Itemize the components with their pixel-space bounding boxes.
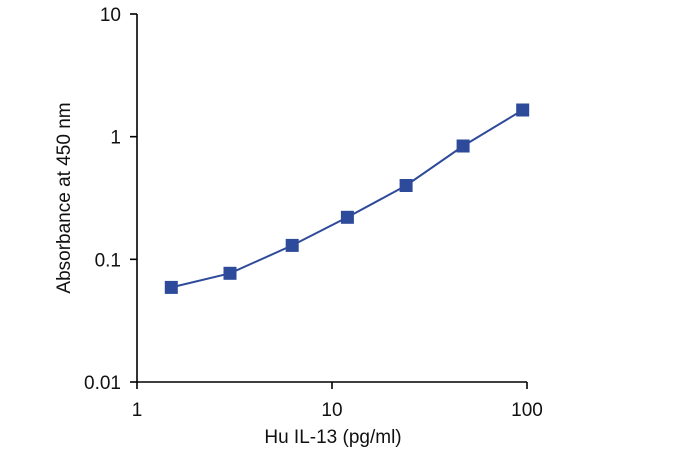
data-point-marker	[285, 238, 299, 252]
series-layer	[164, 103, 530, 294]
x-tick-label: 100	[511, 400, 543, 421]
y-tick-label: 1	[110, 128, 121, 149]
x-ticks: 1 10 100	[132, 382, 543, 421]
data-point-marker	[223, 266, 237, 280]
y-tick-label: 10	[100, 5, 121, 26]
data-point-marker	[456, 139, 470, 153]
y-axis-title: Absorbance at 450 nm	[54, 102, 75, 293]
data-point-marker	[164, 280, 178, 294]
data-point-marker	[399, 179, 413, 192]
series-line	[171, 109, 524, 289]
y-ticks: 0.01 0.1 1 10	[84, 5, 137, 394]
axes	[136, 14, 527, 383]
y-tick-label: 0.01	[84, 373, 121, 394]
y-tick-label: 0.1	[95, 250, 121, 271]
x-tick-label: 1	[132, 400, 143, 421]
data-point-marker	[340, 210, 354, 224]
x-axis-title: Hu IL-13 (pg/ml)	[264, 427, 401, 448]
data-point-marker	[516, 103, 530, 117]
x-tick-label: 10	[321, 400, 342, 421]
